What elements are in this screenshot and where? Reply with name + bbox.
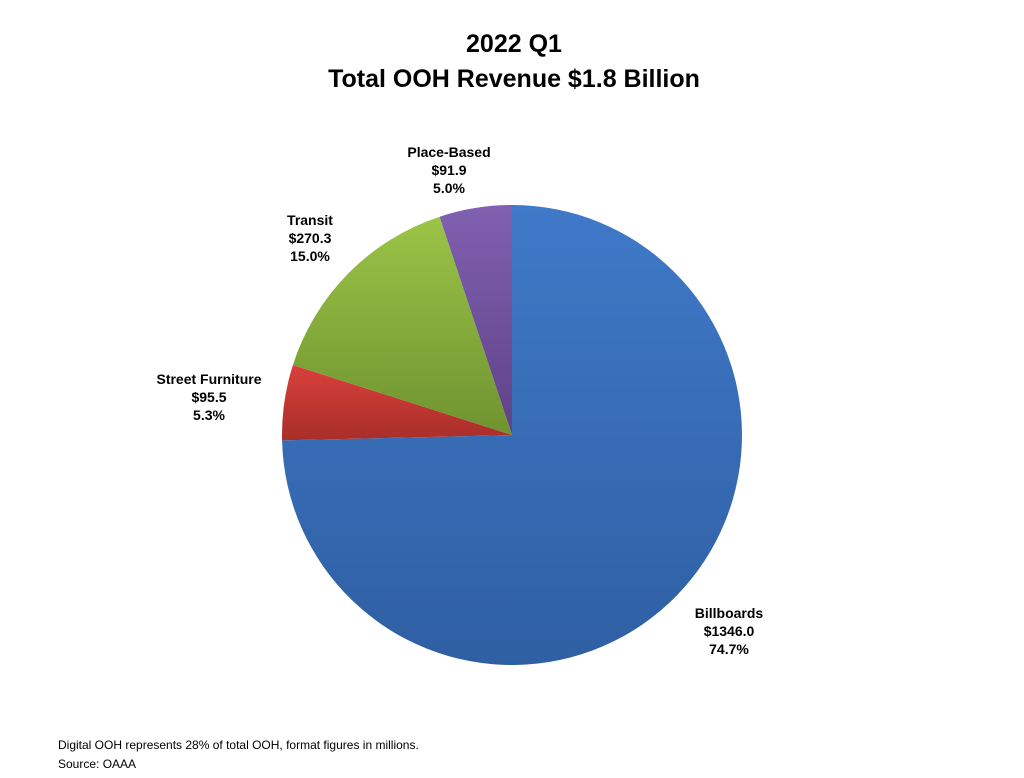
slice-label-value: $91.9 (431, 162, 466, 178)
slice-label-percent: 5.3% (193, 407, 225, 423)
slice-label-name: Place-Based (407, 144, 490, 160)
slice-label-value: $1346.0 (704, 623, 755, 639)
slice-label-percent: 5.0% (433, 180, 465, 196)
slice-label-value: $95.5 (191, 389, 226, 405)
pie-slice-transit (292, 216, 512, 435)
pie-slice-street-furniture (281, 365, 512, 441)
pie-slices (281, 205, 742, 665)
slice-label-percent: 74.7% (709, 641, 749, 657)
pie-slice-place-based (439, 205, 512, 435)
slice-label-name: Billboards (695, 605, 764, 621)
slice-label-name: Transit (287, 212, 333, 228)
chart-title-line-2: Total OOH Revenue $1.8 Billion (328, 65, 700, 93)
pie-labels: Billboards $1346.0 74.7% Street Furniture $9… (156, 144, 763, 657)
slice-label-percent: 15.0% (290, 248, 330, 264)
slice-label-value: $270.3 (289, 230, 332, 246)
footnote-source: Source: OAAA (58, 757, 137, 771)
footnote-digital: Digital OOH represents 28% of total OOH,… (58, 738, 419, 752)
chart-title-line-1: 2022 Q1 (466, 30, 562, 58)
slice-label-name: Street Furniture (156, 371, 261, 387)
pie-slice-billboards (282, 205, 742, 665)
